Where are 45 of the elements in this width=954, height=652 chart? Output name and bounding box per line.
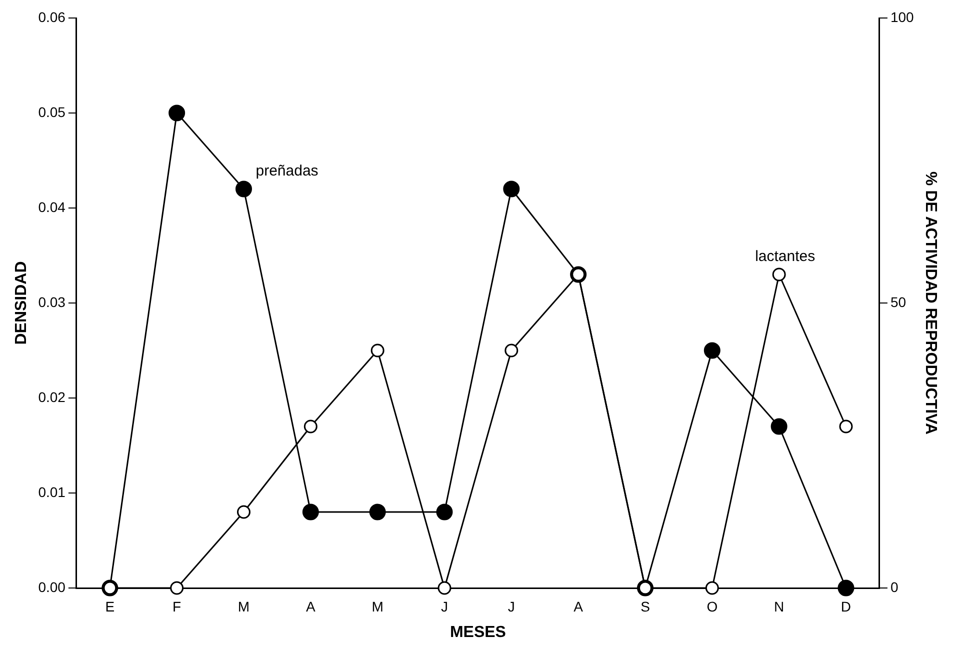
x-tick-label: A [574,598,584,614]
x-tick-label: E [105,598,115,614]
point [170,581,184,595]
series-label: preñadas [256,162,318,180]
point [236,505,250,519]
point [168,104,186,122]
x-tick-label: J [440,598,448,614]
y-tick-label: 0.05 [38,104,66,120]
point [504,344,518,358]
y-axis-title: DENSIDAD [13,261,30,345]
y-tick-label: 0.01 [38,484,66,500]
point [369,504,386,520]
y2-tick-label: 50 [890,294,906,310]
point [438,581,452,595]
x-tick-label: M [372,598,384,614]
point [370,344,384,358]
x-tick-label: J [508,598,515,614]
point [302,504,319,520]
point [839,420,853,434]
y2-tick-label: 0 [890,578,898,595]
y-tick-label: 0.03 [38,294,66,310]
x-tick-label: N [774,598,784,614]
point [235,180,252,198]
y-tick-label: 0.02 [38,388,66,405]
y2-axis-title: % DE ACTIVIDAD REPRODUCTIVA [922,171,939,436]
point [704,342,720,359]
x-tick-label: F [172,598,182,614]
point [503,180,520,198]
x-tick-label: A [306,598,316,614]
y-tick-label: 0.00 [38,578,66,595]
point [304,420,318,434]
point [772,268,786,282]
point [705,581,719,595]
point [770,418,788,435]
x-tick-label: M [238,598,250,614]
x-tick-label: O [706,598,718,614]
x-axis-title: MESES [450,624,506,641]
y-tick-label: 0.06 [38,8,66,25]
y2-tick-label: 100 [890,8,914,25]
y-tick-label: 0.04 [38,198,66,215]
point [436,504,453,520]
x-tick-label: S [640,598,650,614]
series-label: lactantes [755,248,816,266]
point [838,580,854,596]
x-tick-label: D [840,598,852,614]
